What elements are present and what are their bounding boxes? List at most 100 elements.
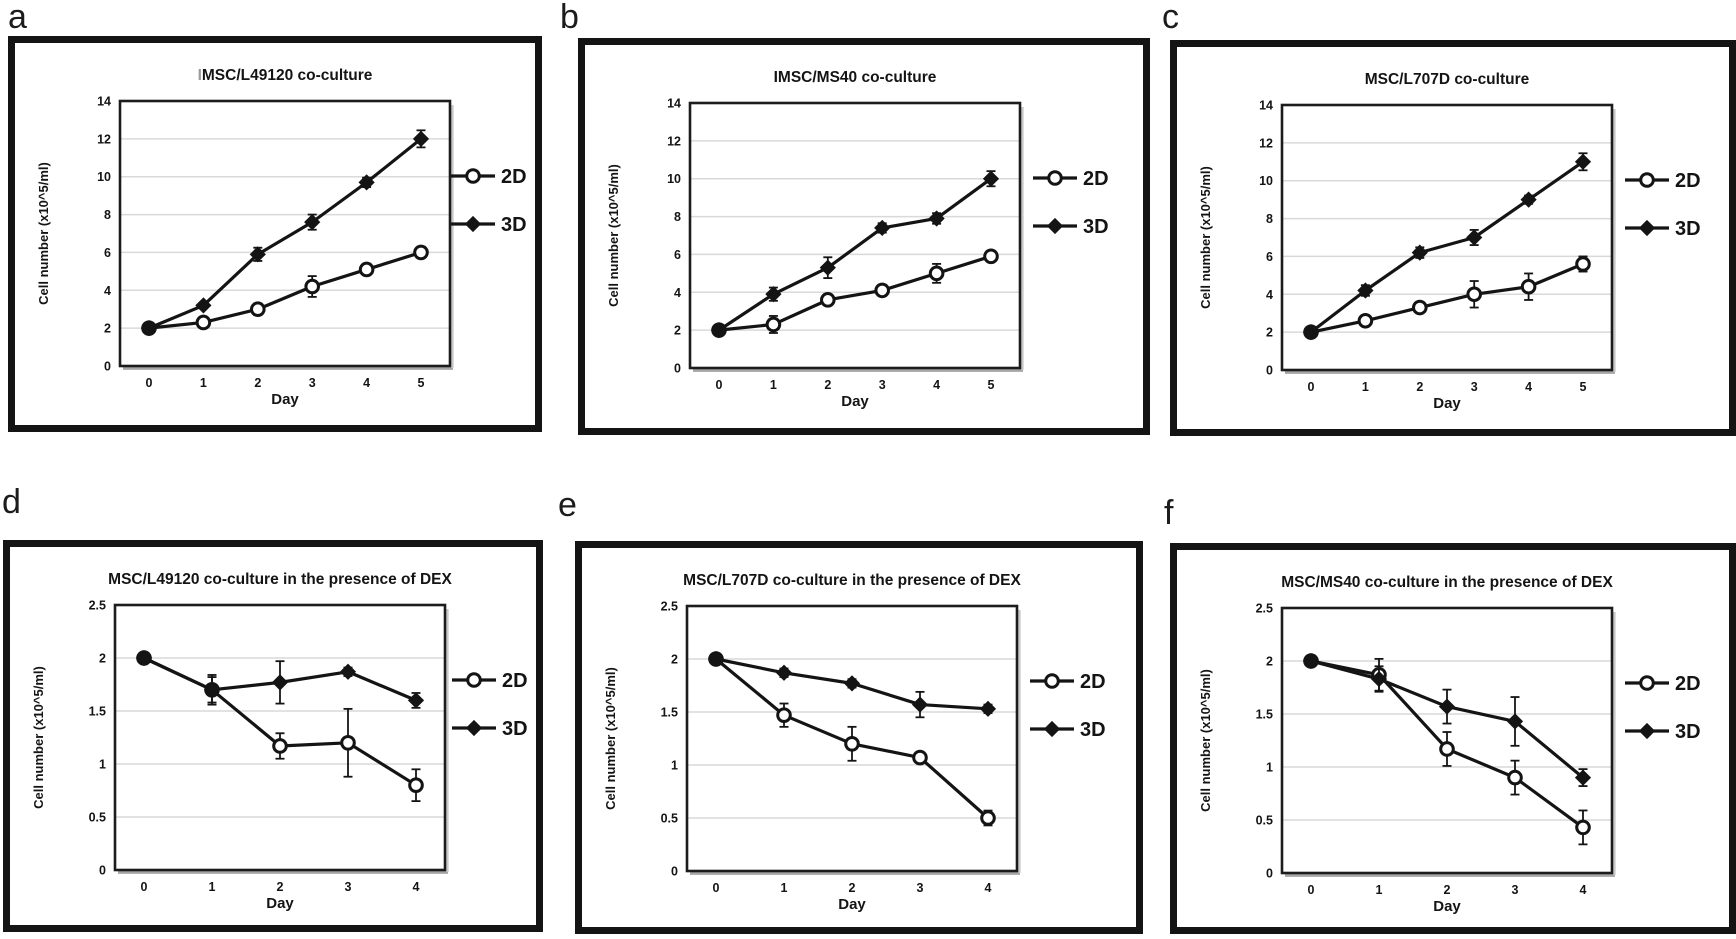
- data-point-marker-filled-diamond: [911, 696, 929, 713]
- data-point-marker-open-circle: [1575, 819, 1591, 836]
- data-point-marker-filled-diamond: [765, 286, 782, 303]
- y-tick-label: 1: [1266, 761, 1273, 775]
- chart-title-faint-prefix: I: [198, 67, 202, 84]
- data-point-marker-filled-diamond: [775, 664, 793, 681]
- panel-d: 0 0.5 1 1.5 2 2.5 0 1 2 3 4 MSC/L49120 co-culture i…: [3, 540, 543, 932]
- legend-label-3D: 3D: [1675, 218, 1701, 240]
- x-tick-label: 2: [824, 378, 831, 392]
- chart-e: 0 0.5 1 1.5 2 2.5 0 1 2 3 4 MSC/L707D co-culture in…: [603, 572, 1106, 913]
- y-tick-label: 2.5: [661, 600, 678, 614]
- data-point-marker-filled-diamond: [1638, 722, 1656, 740]
- x-tick-label: 0: [1308, 883, 1315, 897]
- y-tick-label: 2.5: [1256, 602, 1273, 616]
- data-point-marker-filled-diamond: [304, 214, 321, 231]
- y-tick-label: 6: [1266, 250, 1273, 264]
- y-tick-label: 4: [1266, 288, 1273, 302]
- data-point-marker-filled-diamond: [1046, 217, 1064, 235]
- x-tick-label: 4: [1580, 883, 1587, 897]
- chart-title-text: IMSC/MS40 co-culture: [774, 69, 937, 86]
- x-axis-title: Day: [271, 391, 299, 408]
- x-tick-label: 3: [345, 880, 352, 894]
- panel-letter-c: c: [1162, 0, 1179, 36]
- data-point-marker-filled-diamond: [358, 174, 375, 191]
- data-point-marker-open-circle: [776, 707, 792, 723]
- data-point-marker-filled-diamond: [412, 130, 430, 147]
- x-tick-label: 4: [933, 378, 940, 392]
- chart-f: 0 0.5 1 1.5 2 2.5 0 1 2 3 4 MSC/MS40 co-culture in …: [1198, 574, 1701, 915]
- data-point-marker-open-circle: [844, 736, 860, 752]
- y-tick-label: 2.5: [89, 599, 106, 613]
- chart-title-text: MSC/L707D co-culture in the presence of …: [683, 572, 1021, 589]
- series-line-3D: [1309, 160, 1585, 334]
- data-point-marker-open-circle: [1575, 256, 1591, 272]
- y-tick-label: 8: [674, 210, 681, 224]
- data-point-marker-open-circle: [408, 777, 424, 793]
- data-point-marker-filled-diamond: [707, 650, 725, 668]
- panel-a: 0 2 4 6 8 10 12 14 0 1 2 3 4 5 IMSC/L49120 co-culture C…: [8, 36, 542, 432]
- data-point-marker-open-circle: [1466, 286, 1483, 303]
- data-point-marker-open-circle: [466, 672, 482, 688]
- y-tick-label: 0.5: [661, 812, 678, 826]
- data-point-marker-filled-diamond: [1466, 229, 1483, 246]
- y-tick-label: 14: [1259, 99, 1273, 113]
- y-tick-label: 1.5: [661, 706, 678, 720]
- plot-area-border: [1280, 103, 1614, 372]
- legend-label-3D: 3D: [1080, 719, 1106, 741]
- legend-label-3D: 3D: [502, 718, 528, 740]
- data-point-marker-open-circle: [358, 261, 375, 278]
- y-axis-title: Cell number (x10^5/ml): [1198, 669, 1213, 812]
- chart-title: MSC/L707D co-culture in the presence of …: [683, 572, 1021, 589]
- panel-letter-e: e: [558, 486, 577, 524]
- chart-title-text: MSC/L707D co-culture: [1365, 71, 1530, 88]
- data-point-marker-filled-diamond: [1638, 219, 1656, 237]
- y-tick-label: 0: [1266, 867, 1273, 881]
- y-axis-title: Cell number (x10^5/ml): [36, 162, 51, 305]
- chart-title: MSC/L49120 co-culture in the presence of…: [108, 571, 452, 588]
- y-tick-label: 8: [104, 208, 111, 222]
- x-tick-label: 5: [988, 378, 995, 392]
- y-tick-label: 4: [674, 286, 681, 300]
- y-tick-label: 4: [104, 284, 111, 298]
- data-point-marker-filled-diamond: [465, 719, 483, 737]
- data-point-marker-filled-diamond: [1357, 282, 1374, 299]
- x-tick-label: 2: [849, 881, 856, 895]
- y-tick-label: 14: [667, 97, 681, 111]
- data-point-marker-open-circle: [765, 316, 782, 333]
- legend-label-2D: 2D: [502, 670, 528, 692]
- chart-d: 0 0.5 1 1.5 2 2.5 0 1 2 3 4 MSC/L49120 co-culture i…: [31, 571, 528, 912]
- x-tick-label: 5: [1580, 380, 1587, 394]
- x-tick-label: 3: [309, 376, 316, 390]
- chart-title: IMSC/MS40 co-culture: [774, 69, 937, 86]
- data-point-marker-open-circle: [1044, 673, 1060, 689]
- y-tick-label: 10: [97, 170, 111, 184]
- data-point-marker-filled-diamond: [1506, 713, 1524, 730]
- data-point-marker-filled-diamond: [1438, 698, 1456, 715]
- plot-area-border: [1280, 606, 1614, 875]
- data-point-marker-open-circle: [820, 292, 836, 308]
- y-tick-label: 0: [1266, 364, 1273, 378]
- data-point-marker-open-circle: [1357, 312, 1374, 329]
- legend-label-2D: 2D: [1080, 671, 1106, 693]
- x-tick-label: 0: [713, 881, 720, 895]
- x-tick-label: 3: [1471, 380, 1478, 394]
- y-tick-label: 12: [667, 134, 681, 148]
- y-tick-label: 2: [671, 653, 678, 667]
- legend-label-3D: 3D: [501, 214, 527, 236]
- data-point-marker-open-circle: [1047, 170, 1063, 186]
- x-axis-title: Day: [1433, 395, 1461, 412]
- data-point-marker-filled-diamond: [1370, 670, 1388, 688]
- y-tick-label: 10: [1259, 174, 1273, 188]
- y-axis-title: Cell number (x10^5/ml): [606, 164, 621, 307]
- x-tick-label: 0: [1308, 380, 1315, 394]
- data-point-marker-open-circle: [465, 168, 481, 184]
- y-tick-label: 8: [1266, 212, 1273, 226]
- y-tick-label: 1: [671, 759, 678, 773]
- x-axis-title: Day: [841, 393, 869, 410]
- x-tick-label: 1: [770, 378, 777, 392]
- x-tick-label: 1: [781, 881, 788, 895]
- data-point-marker-filled-diamond: [874, 219, 891, 237]
- legend-label-3D: 3D: [1083, 216, 1109, 238]
- series-line-3D: [717, 177, 993, 332]
